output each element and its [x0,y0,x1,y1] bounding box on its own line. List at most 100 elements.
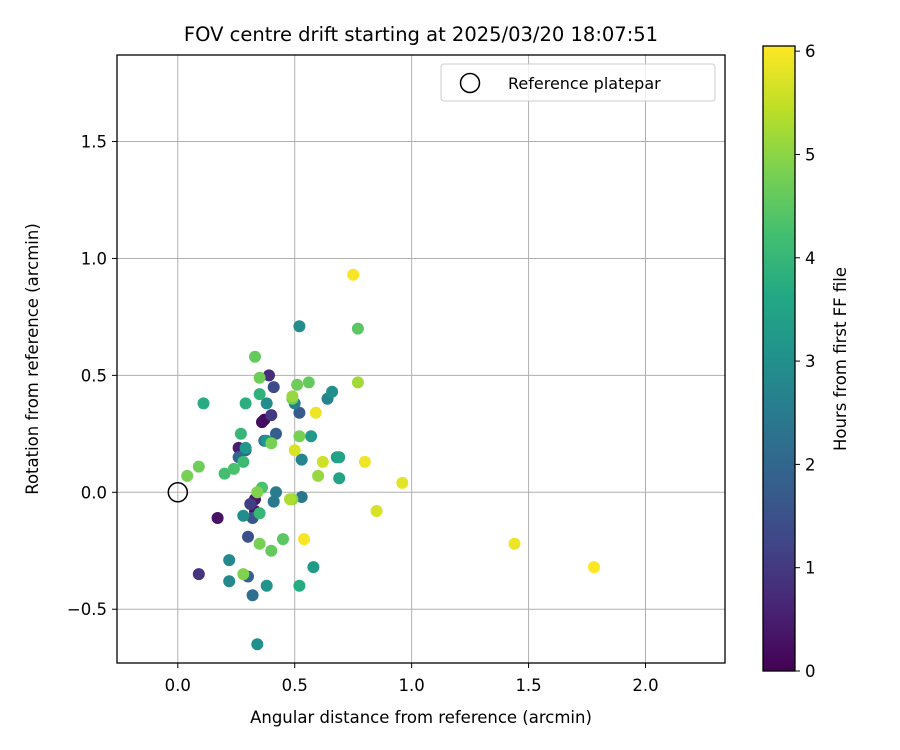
data-point [223,554,236,567]
data-point [253,388,266,401]
colorbar-tick-label: 0 [805,662,816,681]
data-point [211,512,224,524]
reference-platepar-marker [167,482,189,503]
y-tick-label: −0.5 [67,600,107,619]
data-point [270,427,282,440]
data-point [249,350,261,363]
data-point [237,455,250,468]
x-tick-label: 1.0 [399,676,425,695]
grid-lines [117,55,725,663]
data-point [312,469,325,482]
data-point [242,530,254,543]
data-point [270,486,282,499]
data-point [192,568,205,581]
data-point [305,430,318,443]
data-point [302,376,315,389]
data-point [295,453,308,466]
data-point [223,575,236,588]
data-point [307,561,320,574]
data-point [370,505,383,517]
data-point [293,406,306,419]
legend: Reference platepar [440,63,716,102]
chart-title: FOV centre drift starting at 2025/03/20 … [184,23,658,46]
x-axis-ticks: 0.0 0.5 1.0 1.5 2.0 [165,663,659,695]
data-point [253,371,266,384]
x-axis-label: Angular distance from reference (arcmin) [250,708,592,727]
data-point [253,507,266,520]
colorbar-tick-label: 4 [805,249,816,268]
data-point [293,579,306,592]
colorbar-tick-label: 2 [805,455,816,474]
data-points [181,268,600,651]
data-point [244,498,257,510]
data-point [396,476,409,489]
data-point [347,268,360,281]
data-point [316,455,329,468]
data-point [351,322,364,335]
data-point [263,369,275,382]
y-tick-label: 1.5 [81,133,107,152]
data-point [253,537,266,550]
data-point [309,406,322,419]
colorbar: 0 1 2 3 4 5 6 Hours from first FF file [762,42,850,681]
data-point [333,451,346,464]
colorbar-tick-label: 1 [805,559,816,578]
data-point [277,533,289,546]
data-point [267,495,280,508]
data-point [588,561,600,574]
plot-frame [116,54,726,664]
data-point [288,444,301,457]
data-point [295,491,308,503]
data-point [260,397,273,410]
data-point [237,568,250,581]
colorbar-tick-label: 5 [805,145,816,164]
legend-marker-icon [459,72,481,94]
legend-box [440,63,716,102]
data-point [218,467,231,480]
data-point [260,579,273,592]
data-point [333,472,346,485]
data-point [265,409,278,422]
data-point [284,493,296,506]
data-point [508,537,521,550]
data-point [267,381,280,394]
data-point [265,544,278,557]
data-point [246,589,259,602]
data-point [181,469,194,482]
data-point [227,462,240,475]
data-point [239,441,252,454]
y-tick-label: 1.0 [81,249,107,268]
data-point [358,455,371,468]
data-point [256,416,268,429]
data-point [192,460,205,473]
data-point [286,390,299,403]
colorbar-ticks: 0 1 2 3 4 5 6 [795,42,816,681]
y-tick-label: 0.0 [81,483,107,502]
colorbar-label: Hours from first FF file [831,267,850,451]
data-point [237,509,250,522]
x-tick-label: 2.0 [632,676,658,695]
data-point [251,486,264,499]
x-tick-label: 1.5 [515,676,541,695]
x-tick-label: 0.0 [165,676,191,695]
colorbar-tick-label: 6 [805,42,816,61]
colorbar-frame [762,45,796,672]
data-point [234,427,247,440]
data-point [351,376,364,389]
y-axis-label: Rotation from reference (arcmin) [23,223,42,495]
y-tick-label: 0.5 [81,366,107,385]
x-tick-label: 0.5 [282,676,308,695]
data-point [239,397,252,410]
data-point [265,437,278,450]
y-axis-ticks: −0.5 0.0 0.5 1.0 1.5 [67,133,117,619]
colorbar-tick-label: 3 [805,352,816,371]
legend-entry-reference: Reference platepar [508,74,661,93]
data-point [197,397,210,410]
data-point [293,320,306,333]
data-point [326,385,339,398]
data-point [291,378,304,391]
data-point [293,430,306,443]
colorbar-gradient [763,46,795,671]
data-point [251,638,264,651]
